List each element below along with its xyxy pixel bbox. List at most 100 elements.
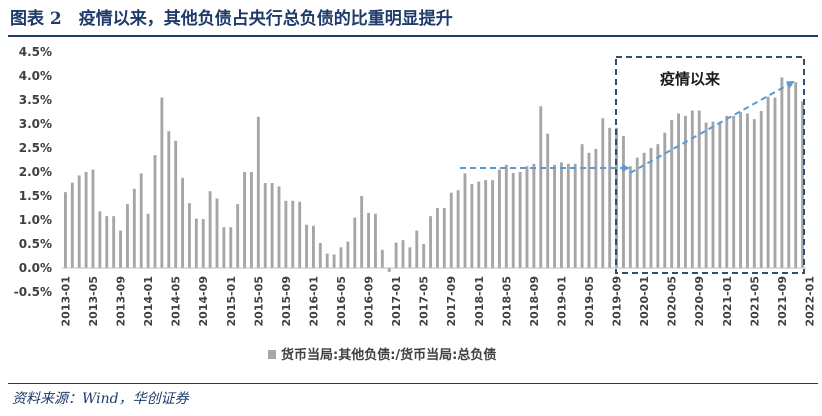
- bar: [677, 113, 680, 268]
- bar: [318, 243, 322, 268]
- bar: [387, 268, 391, 272]
- bar: [732, 115, 736, 268]
- bar: [146, 213, 150, 268]
- bar: [794, 82, 798, 268]
- bar: [236, 204, 240, 268]
- bar: [119, 230, 122, 268]
- bar: [422, 244, 426, 268]
- bar: [208, 191, 212, 268]
- bar: [718, 121, 722, 268]
- bar: [270, 183, 274, 268]
- bar: [98, 211, 102, 268]
- bar: [153, 155, 157, 268]
- bar-chart: 4.5% 4.0% 3.5% 3.0% 2.5% 2.0% 1.5% 1.0% 0.5% 0.0%…: [14, 45, 817, 363]
- bar: [312, 225, 315, 268]
- x-tick-label: 2021-05: [748, 276, 761, 327]
- bar: [263, 183, 267, 268]
- bar: [291, 200, 295, 268]
- x-tick-label: 2019-09: [611, 276, 624, 327]
- bar: [408, 247, 412, 268]
- bar: [697, 110, 701, 268]
- x-tick-label: 2019-01: [555, 276, 568, 327]
- source-rule: [8, 383, 818, 384]
- y-tick-label: 0.0%: [19, 261, 52, 275]
- bar: [642, 152, 646, 268]
- bar: [608, 127, 612, 268]
- bar: [256, 116, 260, 268]
- bar: [670, 120, 674, 268]
- x-axis-labels: 2013-01 2013-05 2013-09 2014-01 2014-05 2014-…: [59, 276, 816, 327]
- x-tick-label: 2020-05: [666, 276, 679, 327]
- x-tick-label: 2017-01: [390, 276, 403, 327]
- bar: [511, 172, 515, 268]
- bar: [649, 148, 653, 268]
- bar: [560, 162, 563, 268]
- y-tick-label: 2.0%: [19, 165, 52, 179]
- bar: [105, 216, 109, 268]
- bar: [752, 119, 756, 268]
- bar: [298, 201, 302, 268]
- bar: [305, 224, 308, 268]
- bar: [132, 188, 136, 268]
- bar: [436, 208, 439, 268]
- bar: [525, 166, 529, 268]
- covid-trend-arrow: [629, 81, 795, 174]
- bar: [539, 106, 543, 269]
- bar: [594, 148, 598, 268]
- y-tick-label: -0.5%: [14, 285, 52, 299]
- legend-label: 货币当局:其他负债:/货币当局:总负债: [281, 347, 496, 363]
- bar: [615, 127, 618, 268]
- bar: [250, 172, 253, 268]
- x-tick-label: 2017-09: [445, 276, 458, 327]
- bar: [704, 122, 708, 268]
- bar: [601, 118, 605, 269]
- bar: [628, 166, 632, 268]
- x-tick-label: 2018-05: [500, 276, 513, 327]
- bar: [325, 253, 329, 268]
- bar: [518, 172, 522, 268]
- x-tick-label: 2020-01: [638, 276, 651, 327]
- bar: [566, 163, 570, 268]
- x-tick-label: 2013-09: [115, 276, 128, 327]
- bar: [401, 240, 405, 268]
- bar: [622, 136, 625, 268]
- bar: [780, 77, 784, 268]
- bar: [367, 212, 370, 268]
- y-tick-label: 4.0%: [19, 69, 52, 83]
- bar: [656, 144, 660, 268]
- bars-group: [64, 77, 804, 272]
- x-tick-label: 2018-09: [528, 276, 541, 327]
- bar: [229, 227, 233, 268]
- bar: [580, 144, 584, 268]
- source-note: 资料来源：Wind，华创证券: [12, 391, 189, 407]
- bar: [91, 169, 95, 268]
- bar: [739, 112, 742, 268]
- bar: [160, 97, 164, 268]
- x-tick-label: 2022-01: [803, 276, 816, 327]
- y-tick-label: 1.5%: [19, 189, 52, 203]
- x-tick-label: 2020-09: [693, 276, 706, 327]
- bar: [484, 180, 488, 268]
- bar: [456, 190, 460, 268]
- legend-swatch: [268, 350, 276, 359]
- bar: [442, 208, 446, 268]
- bar: [339, 247, 343, 268]
- bar: [635, 157, 639, 268]
- bar: [77, 175, 81, 268]
- bar: [470, 184, 474, 268]
- y-tick-label: 1.0%: [19, 213, 52, 227]
- bar: [277, 186, 281, 268]
- bar: [491, 180, 494, 268]
- bar: [201, 219, 205, 268]
- x-tick-label: 2015-09: [280, 276, 293, 327]
- x-tick-label: 2021-01: [721, 276, 734, 327]
- bar: [346, 241, 350, 268]
- bar: [463, 173, 467, 268]
- bar: [374, 213, 377, 268]
- bar: [546, 133, 550, 268]
- bar: [759, 111, 763, 268]
- bar: [773, 97, 777, 268]
- bar: [553, 164, 556, 268]
- x-tick-label: 2013-01: [59, 276, 72, 327]
- bar: [684, 115, 687, 268]
